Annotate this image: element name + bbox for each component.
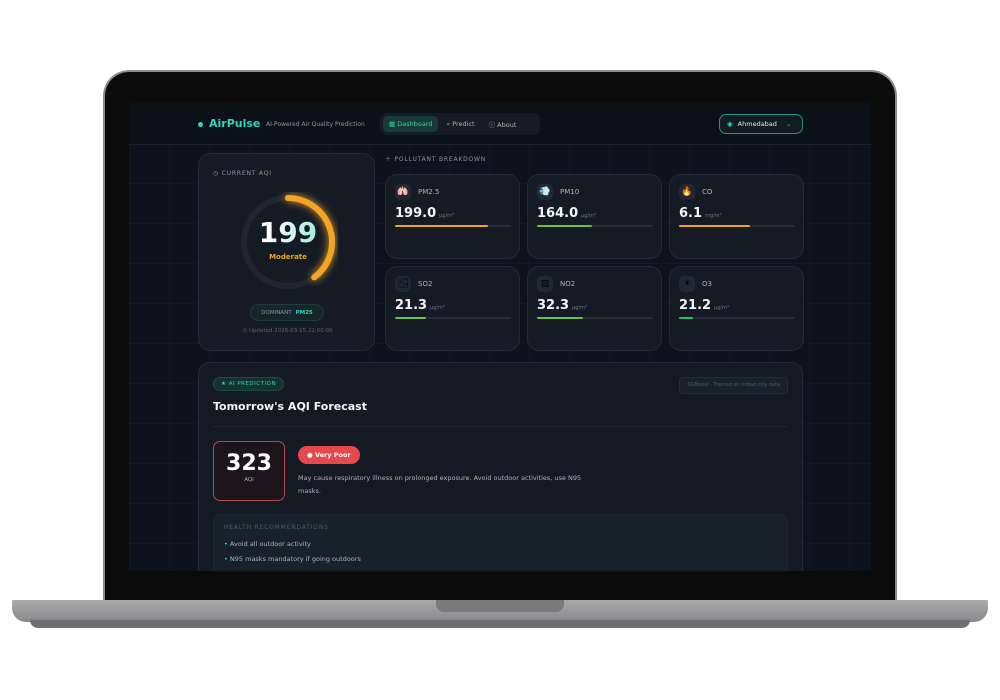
tab-dashboard[interactable]: ▦ Dashboard — [383, 116, 439, 132]
pollutant-value: 21.3 µg/m³ — [395, 298, 445, 313]
pollutant-name: PM10 — [560, 188, 580, 196]
logo-dot-icon — [198, 122, 203, 127]
pollutant-icon: 💨 — [537, 184, 553, 200]
search-icon: ⌕ — [446, 119, 453, 128]
chevron-down-icon: ⌄ — [785, 120, 792, 128]
pollutant-bar — [395, 225, 511, 227]
ai-prediction-badge: ★ AI PREDICTION — [213, 377, 285, 391]
updated-timestamp: ◷ Updated 2026-03-15 22:00:00 — [242, 328, 333, 334]
pollutant-value: 199.0 µg/m³ — [395, 206, 455, 221]
forecast-category-badge: ● Very Poor — [298, 446, 360, 464]
tab-predict[interactable]: ⌕ Predict — [446, 119, 475, 128]
pollutant-value: 6.1 mg/m³ — [679, 206, 722, 221]
aqi-gauge — [241, 195, 335, 289]
pollutant-icon: 🔥 — [679, 184, 695, 200]
laptop-base-foot — [30, 620, 970, 628]
map-pin-icon: ◉ — [727, 120, 733, 128]
current-aqi-value: 199 — [238, 216, 338, 249]
pollutant-icon: ☀ — [679, 276, 695, 292]
pollutant-bar — [537, 225, 653, 227]
pollutant-bar — [537, 317, 653, 319]
gauge-arc — [241, 195, 335, 289]
health-recommendations: HEALTH RECOMMENDATIONS • Avoid all outdo… — [213, 514, 788, 571]
pollutant-name: SO2 — [418, 280, 433, 288]
forecast-title: Tomorrow's AQI Forecast — [213, 400, 367, 413]
navbar: AirPulse AI-Powered Air Quality Predicti… — [129, 103, 871, 145]
current-aqi-label: ◷ CURRENT AQI — [213, 170, 272, 177]
laptop-notch — [436, 600, 564, 612]
star-icon: ★ — [221, 381, 229, 387]
pollutant-bar — [679, 317, 795, 319]
clock-icon: ◷ — [242, 328, 249, 334]
grid-icon: ▦ — [389, 120, 398, 128]
current-aqi-category: Moderate — [269, 253, 307, 261]
pollutant-bar-fill — [679, 225, 750, 227]
pollutant-name: CO — [702, 188, 713, 196]
forecast-description: May cause respiratory illness on prolong… — [298, 474, 582, 495]
clock-icon: ◷ — [213, 170, 222, 177]
recommendation-item: • Avoid all outdoor activity — [224, 540, 311, 548]
plus-icon: ＋ — [385, 156, 395, 163]
pollutant-card-pm25[interactable]: 🫁 PM2.5 199.0 µg/m³ — [385, 174, 520, 259]
pollutant-name: NO2 — [560, 280, 576, 288]
pollutant-bar-fill — [537, 317, 584, 319]
divider — [213, 426, 788, 427]
pollutant-value: 32.3 µg/m³ — [537, 298, 587, 313]
pollutant-icon: 🌫 — [395, 276, 411, 292]
pollutant-name: O3 — [702, 280, 712, 288]
pollutant-card-no2[interactable]: ▧ NO2 32.3 µg/m³ — [527, 266, 662, 351]
pollutant-card-pm10[interactable]: 💨 PM10 164.0 µg/m³ — [527, 174, 662, 259]
screen: AirPulse AI-Powered Air Quality Predicti… — [129, 103, 871, 571]
nav-tabs: ▦ Dashboard ⌕ Predict ⓘ About — [380, 113, 540, 135]
pollutant-icon: 🫁 — [395, 184, 411, 200]
forecast-aqi-label: AQI — [244, 477, 254, 483]
pollutant-name: PM2.5 — [418, 188, 440, 196]
pollutant-bar — [395, 317, 511, 319]
pollutant-bar — [679, 225, 795, 227]
pollutant-breakdown-label: ＋ POLLUTANT BREAKDOWN — [385, 156, 487, 163]
brand-name[interactable]: AirPulse — [209, 117, 261, 130]
pollutant-card-co[interactable]: 🔥 CO 6.1 mg/m³ — [669, 174, 804, 259]
pollutant-bar-fill — [395, 317, 427, 319]
pollutant-card-so2[interactable]: 🌫 SO2 21.3 µg/m³ — [385, 266, 520, 351]
info-icon: ⓘ — [488, 121, 498, 129]
dominant-pollutant-badge: DOMINANT PM25 — [250, 304, 324, 321]
pollutant-card-o3[interactable]: ☀ O3 21.2 µg/m³ — [669, 266, 804, 351]
tab-about[interactable]: ⓘ About — [488, 121, 517, 129]
forecast-aqi-value: 323 — [226, 451, 272, 476]
current-aqi-card: ◷ CURRENT AQI 199 Moderate DOMINANT PM25 … — [198, 153, 375, 351]
health-title: HEALTH RECOMMENDATIONS — [224, 524, 329, 531]
forecast-card: ★ AI PREDICTION XGBoost · Trained on Ind… — [198, 362, 803, 571]
pollutant-value: 21.2 µg/m³ — [679, 298, 729, 313]
forecast-aqi-box: 323 AQI — [213, 441, 285, 501]
pollutant-icon: ▧ — [537, 276, 553, 292]
model-badge: XGBoost · Trained on Indian city data — [679, 377, 788, 394]
pollutant-value: 164.0 µg/m³ — [537, 206, 597, 221]
pollutant-bar-fill — [679, 317, 693, 319]
recommendation-item: • N95 masks mandatory if going outdoors — [224, 555, 361, 563]
brand-tagline: AI-Powered Air Quality Prediction — [266, 121, 365, 128]
location-select[interactable]: ◉ Ahmedabad ⌄ — [719, 114, 803, 134]
pollutant-bar-fill — [537, 225, 592, 227]
pollutant-bar-fill — [395, 225, 488, 227]
